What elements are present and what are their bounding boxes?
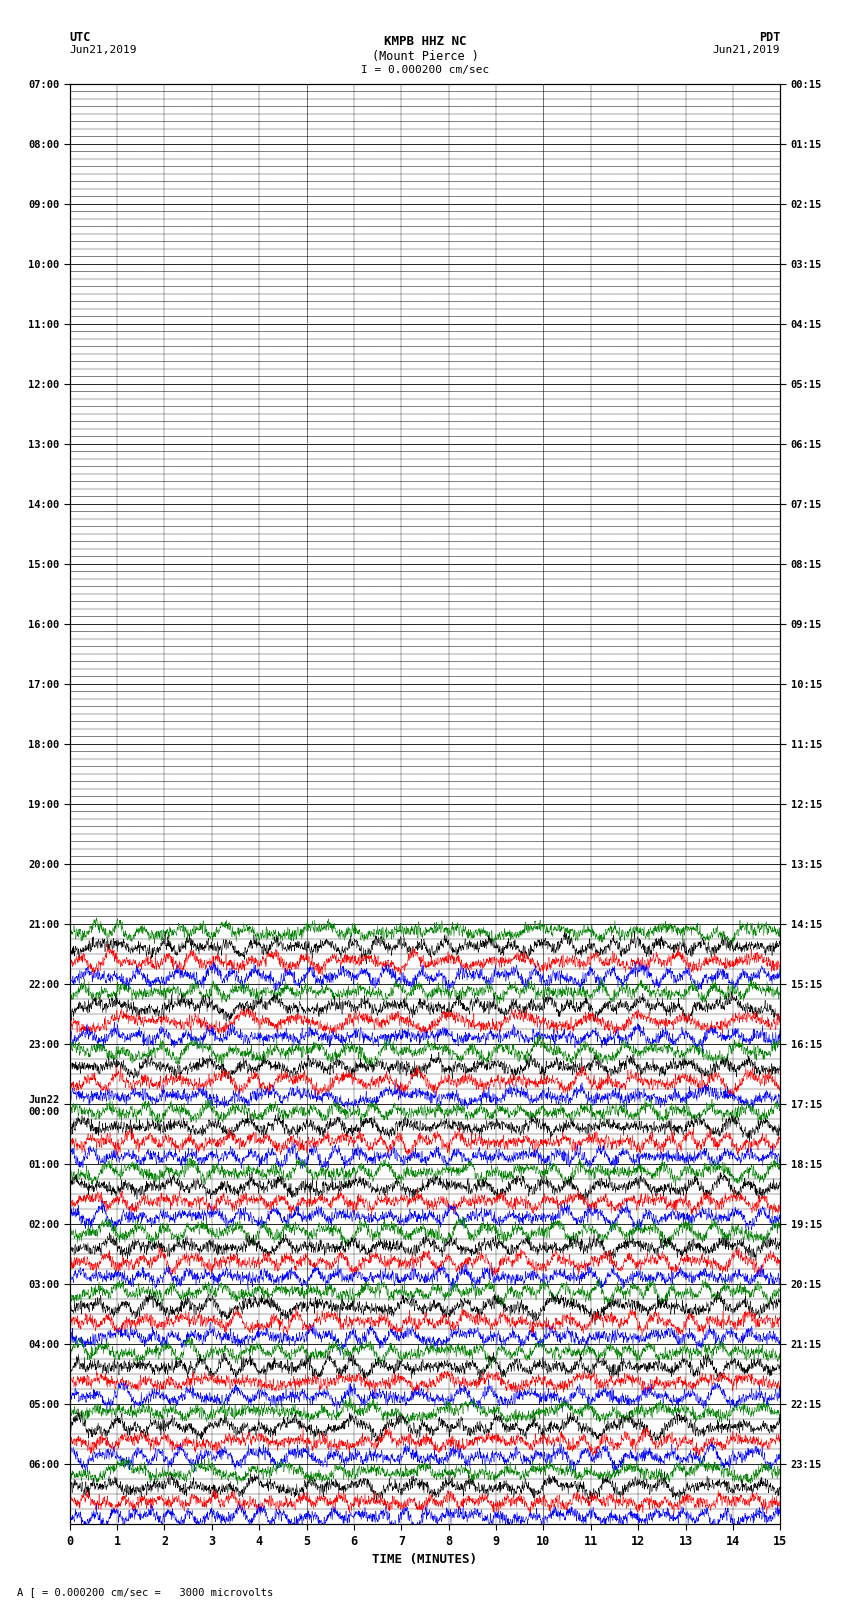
Text: PDT: PDT xyxy=(759,31,780,44)
Text: UTC: UTC xyxy=(70,31,91,44)
Text: A [ = 0.000200 cm/sec =   3000 microvolts: A [ = 0.000200 cm/sec = 3000 microvolts xyxy=(17,1587,273,1597)
Text: I = 0.000200 cm/sec: I = 0.000200 cm/sec xyxy=(361,65,489,74)
Text: KMPB HHZ NC: KMPB HHZ NC xyxy=(383,35,467,48)
Text: Jun21,2019: Jun21,2019 xyxy=(70,45,137,55)
X-axis label: TIME (MINUTES): TIME (MINUTES) xyxy=(372,1553,478,1566)
Text: (Mount Pierce ): (Mount Pierce ) xyxy=(371,50,479,63)
Text: Jun21,2019: Jun21,2019 xyxy=(713,45,780,55)
